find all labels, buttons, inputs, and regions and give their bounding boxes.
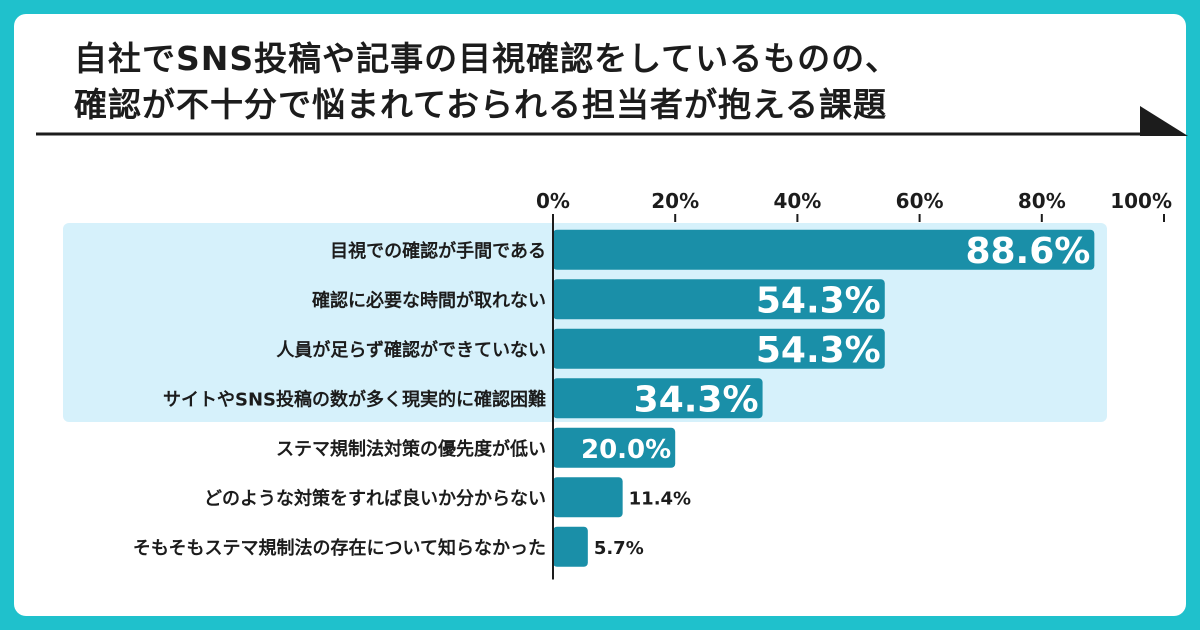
data-label: 11.4%: [629, 488, 691, 509]
category-label: 人員が足らず確認ができていない: [276, 339, 546, 361]
bar: [553, 477, 623, 518]
x-tick-label: 60%: [896, 189, 944, 213]
category-label: ステマ規制法対策の優先度が低い: [276, 438, 546, 460]
x-tick-label: 80%: [1018, 189, 1066, 213]
x-tick-label: 40%: [773, 189, 821, 213]
data-label: 54.3%: [756, 280, 881, 321]
data-label: 88.6%: [965, 231, 1090, 272]
x-tick-label: 0%: [536, 189, 570, 213]
bar: [553, 427, 676, 468]
data-label: 20.0%: [581, 435, 671, 465]
x-tick-label: 20%: [651, 189, 699, 213]
data-label: 34.3%: [634, 379, 759, 420]
bar: [553, 526, 588, 567]
chart-title-line-2: 確認が不十分で悩まれておられる担当者が抱える課題: [74, 85, 888, 124]
title-arrow-icon: [1140, 106, 1188, 136]
data-label: 5.7%: [594, 538, 644, 559]
bar: [553, 229, 1095, 270]
bar: [553, 378, 763, 419]
category-label: 確認に必要な時間が取れない: [312, 289, 546, 311]
bar: [553, 328, 885, 369]
chart-title-line-1: 自社でSNS投稿や記事の目視確認をしているものの、: [74, 39, 900, 78]
category-label: 目視での確認が手間である: [330, 240, 546, 262]
category-label: サイトやSNS投稿の数が多く現実的に確認困難: [163, 388, 546, 410]
bar: [553, 279, 885, 320]
x-tick-label: 100%: [1110, 189, 1172, 213]
highlight-band: [63, 223, 1107, 422]
chart-title: 自社でSNS投稿や記事の目視確認をしているものの、 確認が不十分で悩まれておられ…: [74, 36, 899, 128]
data-label: 54.3%: [756, 330, 881, 371]
category-label: どのような対策をすれば良いか分からない: [204, 487, 546, 509]
category-label: そもそもステマ規制法の存在について知らなかった: [133, 537, 546, 559]
